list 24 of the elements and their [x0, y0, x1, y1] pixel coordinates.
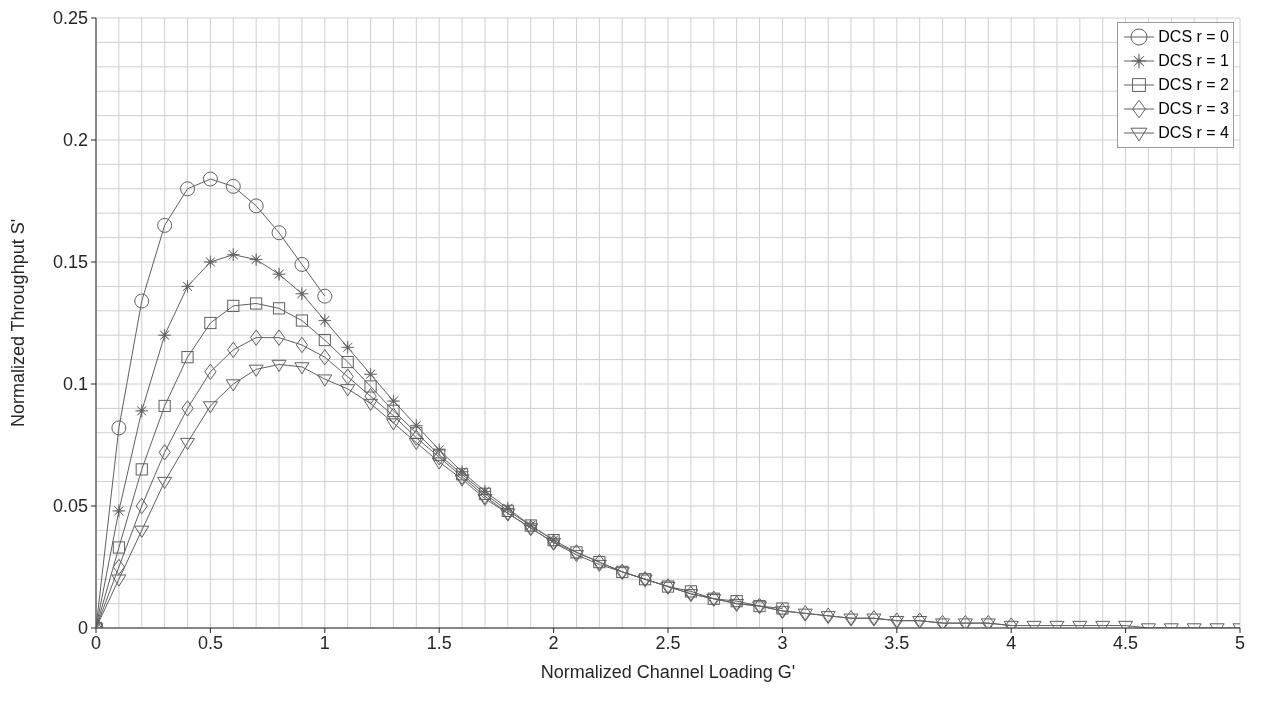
legend-label: DCS r = 2: [1158, 76, 1229, 94]
x-tick-label: 0.5: [197, 632, 223, 653]
y-tick-label: 0.1: [62, 374, 88, 395]
x-tick-label: 1.5: [426, 632, 452, 653]
x-axis-title: Normalized Channel Loading G': [540, 662, 796, 682]
legend-label: DCS r = 4: [1158, 124, 1229, 142]
y-tick-label: 0.15: [52, 252, 88, 273]
x-tick-label: 3.5: [884, 632, 910, 653]
y-tick-label: 0.05: [52, 496, 88, 517]
y-tick-label: 0.25: [52, 8, 88, 29]
legend-label: DCS r = 3: [1158, 100, 1229, 118]
x-tick-label: 1: [319, 632, 330, 653]
x-tick-label: 2: [548, 632, 559, 653]
x-tick-label: 0: [90, 632, 102, 653]
x-tick-label: 5: [1234, 632, 1246, 653]
x-tick-label: 4: [1006, 632, 1017, 653]
x-tick-label: 4.5: [1113, 632, 1139, 653]
y-tick-label: 0.2: [62, 130, 88, 151]
legend-label: DCS r = 1: [1158, 52, 1229, 70]
x-tick-label: 2.5: [655, 632, 681, 653]
x-tick-label: 3: [777, 632, 788, 653]
legend-label: DCS r = 0: [1158, 28, 1229, 46]
y-axis-title: Normalized Throughput S': [8, 218, 29, 428]
y-tick-label: 0: [77, 618, 88, 639]
